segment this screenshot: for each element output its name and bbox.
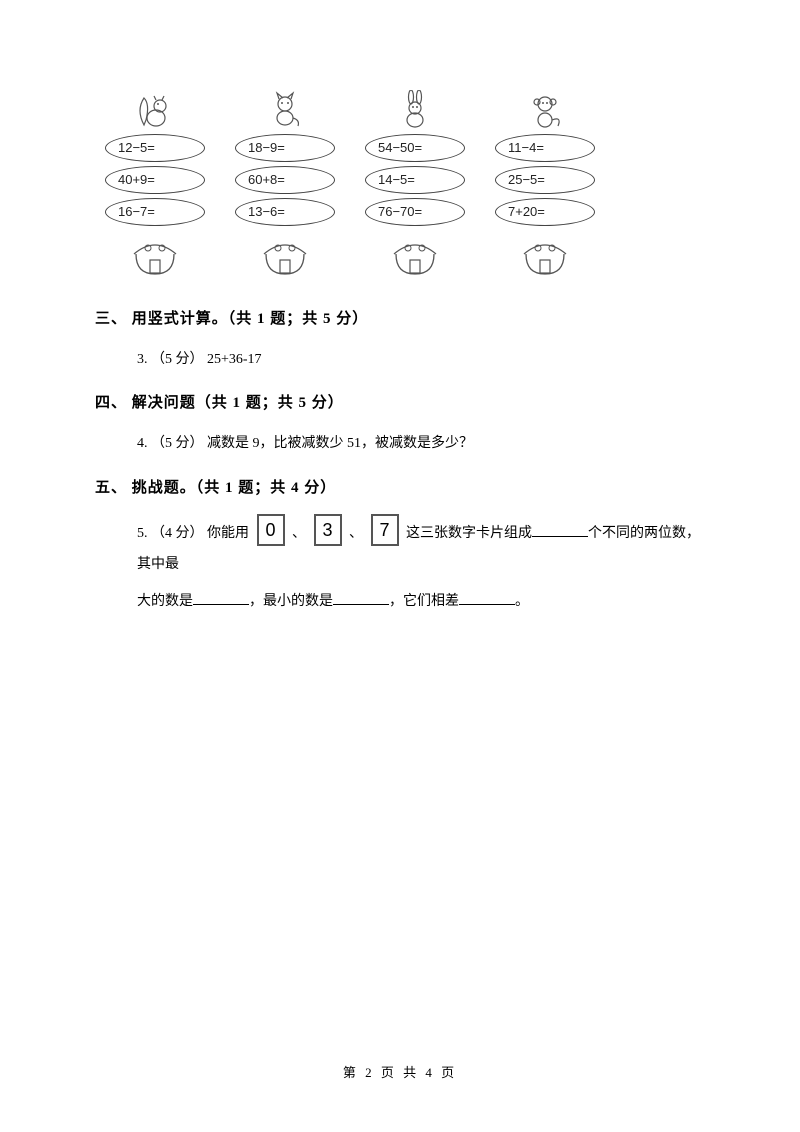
section-5-header: 五、 挑战题。（共 1 题；共 4 分） — [95, 476, 705, 500]
section-3-header: 三、 用竖式计算。（共 1 题；共 5 分） — [95, 307, 705, 331]
problem-bubble: 54−50= — [365, 134, 465, 162]
house-icon — [515, 232, 575, 277]
problem-bubble: 25−5= — [495, 166, 595, 194]
section-4-header: 四、 解决问题（共 1 题；共 5 分） — [95, 391, 705, 415]
q5-points: （4 分） — [151, 526, 204, 541]
number-card-1: 3 — [314, 514, 342, 546]
problem-bubble: 18−9= — [235, 134, 335, 162]
q5-pre: 你能用 — [207, 526, 249, 541]
q5-line2: 大的数是 ，最小的数是 ，它们相差 。 — [137, 587, 705, 618]
problem-bubble: 60+8= — [235, 166, 335, 194]
q4-text: 减数是 9，比被减数少 51，被减数是多少？ — [207, 436, 473, 451]
house-icon — [255, 232, 315, 277]
worksheet-col-3: 54−50= 14−5= 76−70= — [365, 90, 465, 277]
squirrel-icon — [130, 90, 180, 130]
q3-label: 3. — [137, 352, 148, 367]
q4-points: （5 分） — [151, 436, 204, 451]
worksheet-col-1: 12−5= 40+9= 16−7= — [105, 90, 205, 277]
blank-1 — [532, 521, 588, 537]
rabbit-icon — [390, 90, 440, 130]
house-icon — [385, 232, 445, 277]
q5-l2b: ，最小的数是 — [249, 594, 333, 609]
cat-icon — [260, 90, 310, 130]
q5-post1: 这三张数字卡片组成 — [406, 526, 532, 541]
number-card-2: 7 — [371, 514, 399, 546]
blank-2 — [193, 589, 249, 605]
q5-label: 5. — [137, 526, 148, 541]
q5-l2a: 大的数是 — [137, 594, 193, 609]
problem-bubble: 11−4= — [495, 134, 595, 162]
problem-bubble: 13−6= — [235, 198, 335, 226]
question-5: 5. （4 分） 你能用 0 、 3 、 7 这三张数字卡片组成个不同的两位数，… — [137, 518, 705, 618]
q5-sep: 、 — [349, 526, 363, 541]
question-4: 4. （5 分） 减数是 9，比被减数少 51，被减数是多少？ — [137, 433, 705, 455]
problem-bubble: 14−5= — [365, 166, 465, 194]
problem-bubble: 40+9= — [105, 166, 205, 194]
blank-3 — [333, 589, 389, 605]
monkey-icon — [520, 90, 570, 130]
problem-bubble: 12−5= — [105, 134, 205, 162]
worksheet-col-4: 11−4= 25−5= 7+20= — [495, 90, 595, 277]
house-icon — [125, 232, 185, 277]
number-card-0: 0 — [257, 514, 285, 546]
page-footer: 第 2 页 共 4 页 — [0, 1063, 800, 1084]
blank-4 — [459, 589, 515, 605]
problem-bubble: 16−7= — [105, 198, 205, 226]
question-3: 3. （5 分） 25+36-17 — [137, 349, 705, 371]
problem-bubble: 76−70= — [365, 198, 465, 226]
q4-label: 4. — [137, 436, 148, 451]
q5-l2c: ，它们相差 — [389, 594, 459, 609]
problem-bubble: 7+20= — [495, 198, 595, 226]
q5-sep: 、 — [292, 526, 306, 541]
worksheet-col-2: 18−9= 60+8= 13−6= — [235, 90, 335, 277]
math-worksheet-grid: 12−5= 40+9= 16−7= 18−9= 60+ — [105, 90, 705, 277]
q5-l2d: 。 — [515, 594, 529, 609]
q3-points: （5 分） — [151, 352, 204, 367]
q3-text: 25+36-17 — [207, 352, 262, 367]
